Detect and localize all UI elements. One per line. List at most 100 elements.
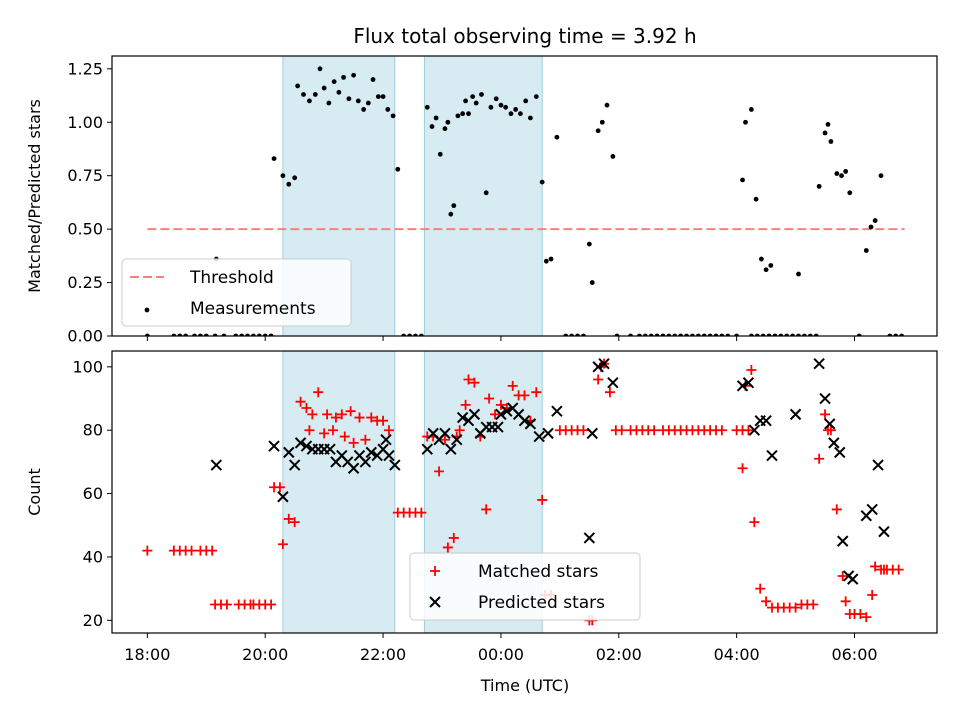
measurement-point	[429, 124, 435, 129]
measurement-point	[445, 119, 451, 125]
shaded-interval	[282, 350, 396, 634]
measurement-point	[825, 121, 831, 127]
measurement-point	[595, 128, 601, 134]
matched-star-point	[274, 482, 285, 493]
matched-star-point	[870, 561, 881, 572]
measurement-point	[451, 203, 457, 209]
measurement-point	[527, 115, 533, 121]
predicted-star-point	[495, 408, 507, 421]
predicted-star-point	[268, 440, 280, 452]
measurement-point	[479, 92, 484, 97]
matched-star-point	[378, 415, 389, 426]
measurement-point	[380, 94, 386, 100]
matched-star-point	[490, 409, 501, 420]
measurement-point	[763, 267, 769, 273]
matched-star-point	[537, 494, 548, 505]
x-tick-label: 06:00	[831, 645, 877, 664]
measurement-point	[455, 113, 461, 119]
predicted-star-point	[380, 434, 392, 446]
matched-star-point	[277, 539, 288, 550]
matched-star-point	[463, 374, 474, 385]
predicted-star-point	[598, 357, 610, 370]
measurement-point	[433, 115, 439, 121]
matched-star-point	[855, 608, 866, 619]
measurement-point	[317, 66, 323, 72]
matched-star-point	[283, 513, 294, 524]
y-tick-label: 1.00	[67, 113, 103, 132]
measurement-point	[589, 280, 595, 285]
x-tick-label: 18:00	[124, 645, 170, 664]
matched-star-point	[837, 570, 848, 581]
measurement-point	[473, 100, 479, 106]
predicted-star-point	[468, 408, 481, 421]
measurement-point	[498, 102, 504, 108]
measurement-point	[355, 98, 361, 104]
predicted-star-point	[542, 427, 554, 440]
matched-star-point	[354, 412, 365, 423]
matched-star-point	[345, 406, 356, 417]
y-tick-label: 80	[83, 421, 103, 440]
matched-star-point	[840, 596, 851, 607]
matched-star-point	[221, 599, 232, 610]
predicted-star-point	[492, 421, 504, 433]
matched-star-point	[339, 431, 350, 442]
measurement-point	[868, 224, 874, 230]
matched-star-point	[142, 545, 153, 556]
measurement-point	[385, 107, 391, 112]
predicted-star-point	[359, 456, 372, 468]
x-tick-label: 04:00	[714, 645, 760, 664]
measurement-point	[483, 190, 489, 196]
y-tick-label: 100	[72, 357, 103, 376]
predicted-star-point	[324, 443, 336, 455]
measurement-point	[863, 248, 869, 253]
matched-star-point	[593, 374, 604, 385]
matched-star-point	[481, 504, 492, 515]
measurement-point	[758, 256, 764, 262]
measurement-point	[365, 100, 371, 106]
matched-star-point	[439, 434, 450, 445]
predicted-star-point	[828, 437, 840, 449]
predicted-star-point	[847, 573, 859, 585]
matched-star-point	[304, 425, 315, 436]
predicted-star-point	[592, 361, 604, 373]
y-tick-label: 20	[83, 611, 103, 630]
measurement-point	[466, 111, 471, 117]
measurement-point	[331, 79, 337, 85]
x-tick-label: 22:00	[360, 645, 406, 664]
y-tick-label: 0.75	[67, 166, 103, 185]
predicted-star-point	[533, 430, 545, 443]
matched-star-point	[336, 409, 347, 420]
matched-star-point	[649, 425, 660, 436]
matched-star-point	[348, 437, 359, 448]
predicted-star-point	[283, 446, 295, 459]
matched-star-point	[507, 380, 518, 391]
predicted-star-point	[766, 449, 778, 462]
measurement-point	[828, 139, 834, 144]
measurement-point	[336, 89, 342, 95]
predicted-star-point	[389, 459, 401, 471]
measurement-point	[326, 100, 332, 106]
predicted-star-point	[456, 411, 469, 424]
measurement-point	[361, 107, 367, 112]
figure-title: Flux total observing time = 3.92 h	[353, 24, 696, 48]
matched-star-point	[749, 517, 760, 528]
predicted-star-point	[819, 392, 831, 405]
axes-frame	[111, 55, 938, 337]
measurement-point	[448, 211, 454, 217]
x-tick-label: 02:00	[596, 645, 642, 664]
measurement-point	[548, 256, 554, 262]
measurement-point	[460, 111, 466, 117]
measurement-point	[523, 98, 529, 104]
matched-star-point	[861, 612, 872, 623]
matched-star-point	[604, 387, 615, 398]
measurement-point	[878, 173, 884, 179]
measurement-point	[517, 111, 523, 117]
y-tick-label: 1.25	[67, 59, 103, 78]
legend-matched-swatch	[430, 566, 440, 576]
legend-label: Threshold	[189, 268, 274, 288]
measurement-point	[488, 104, 494, 110]
matched-star-point	[469, 377, 480, 388]
y-axis-label: Matched/Predicted stars	[25, 99, 44, 293]
predicted-star-point	[451, 434, 463, 446]
matched-star-point	[814, 453, 825, 464]
